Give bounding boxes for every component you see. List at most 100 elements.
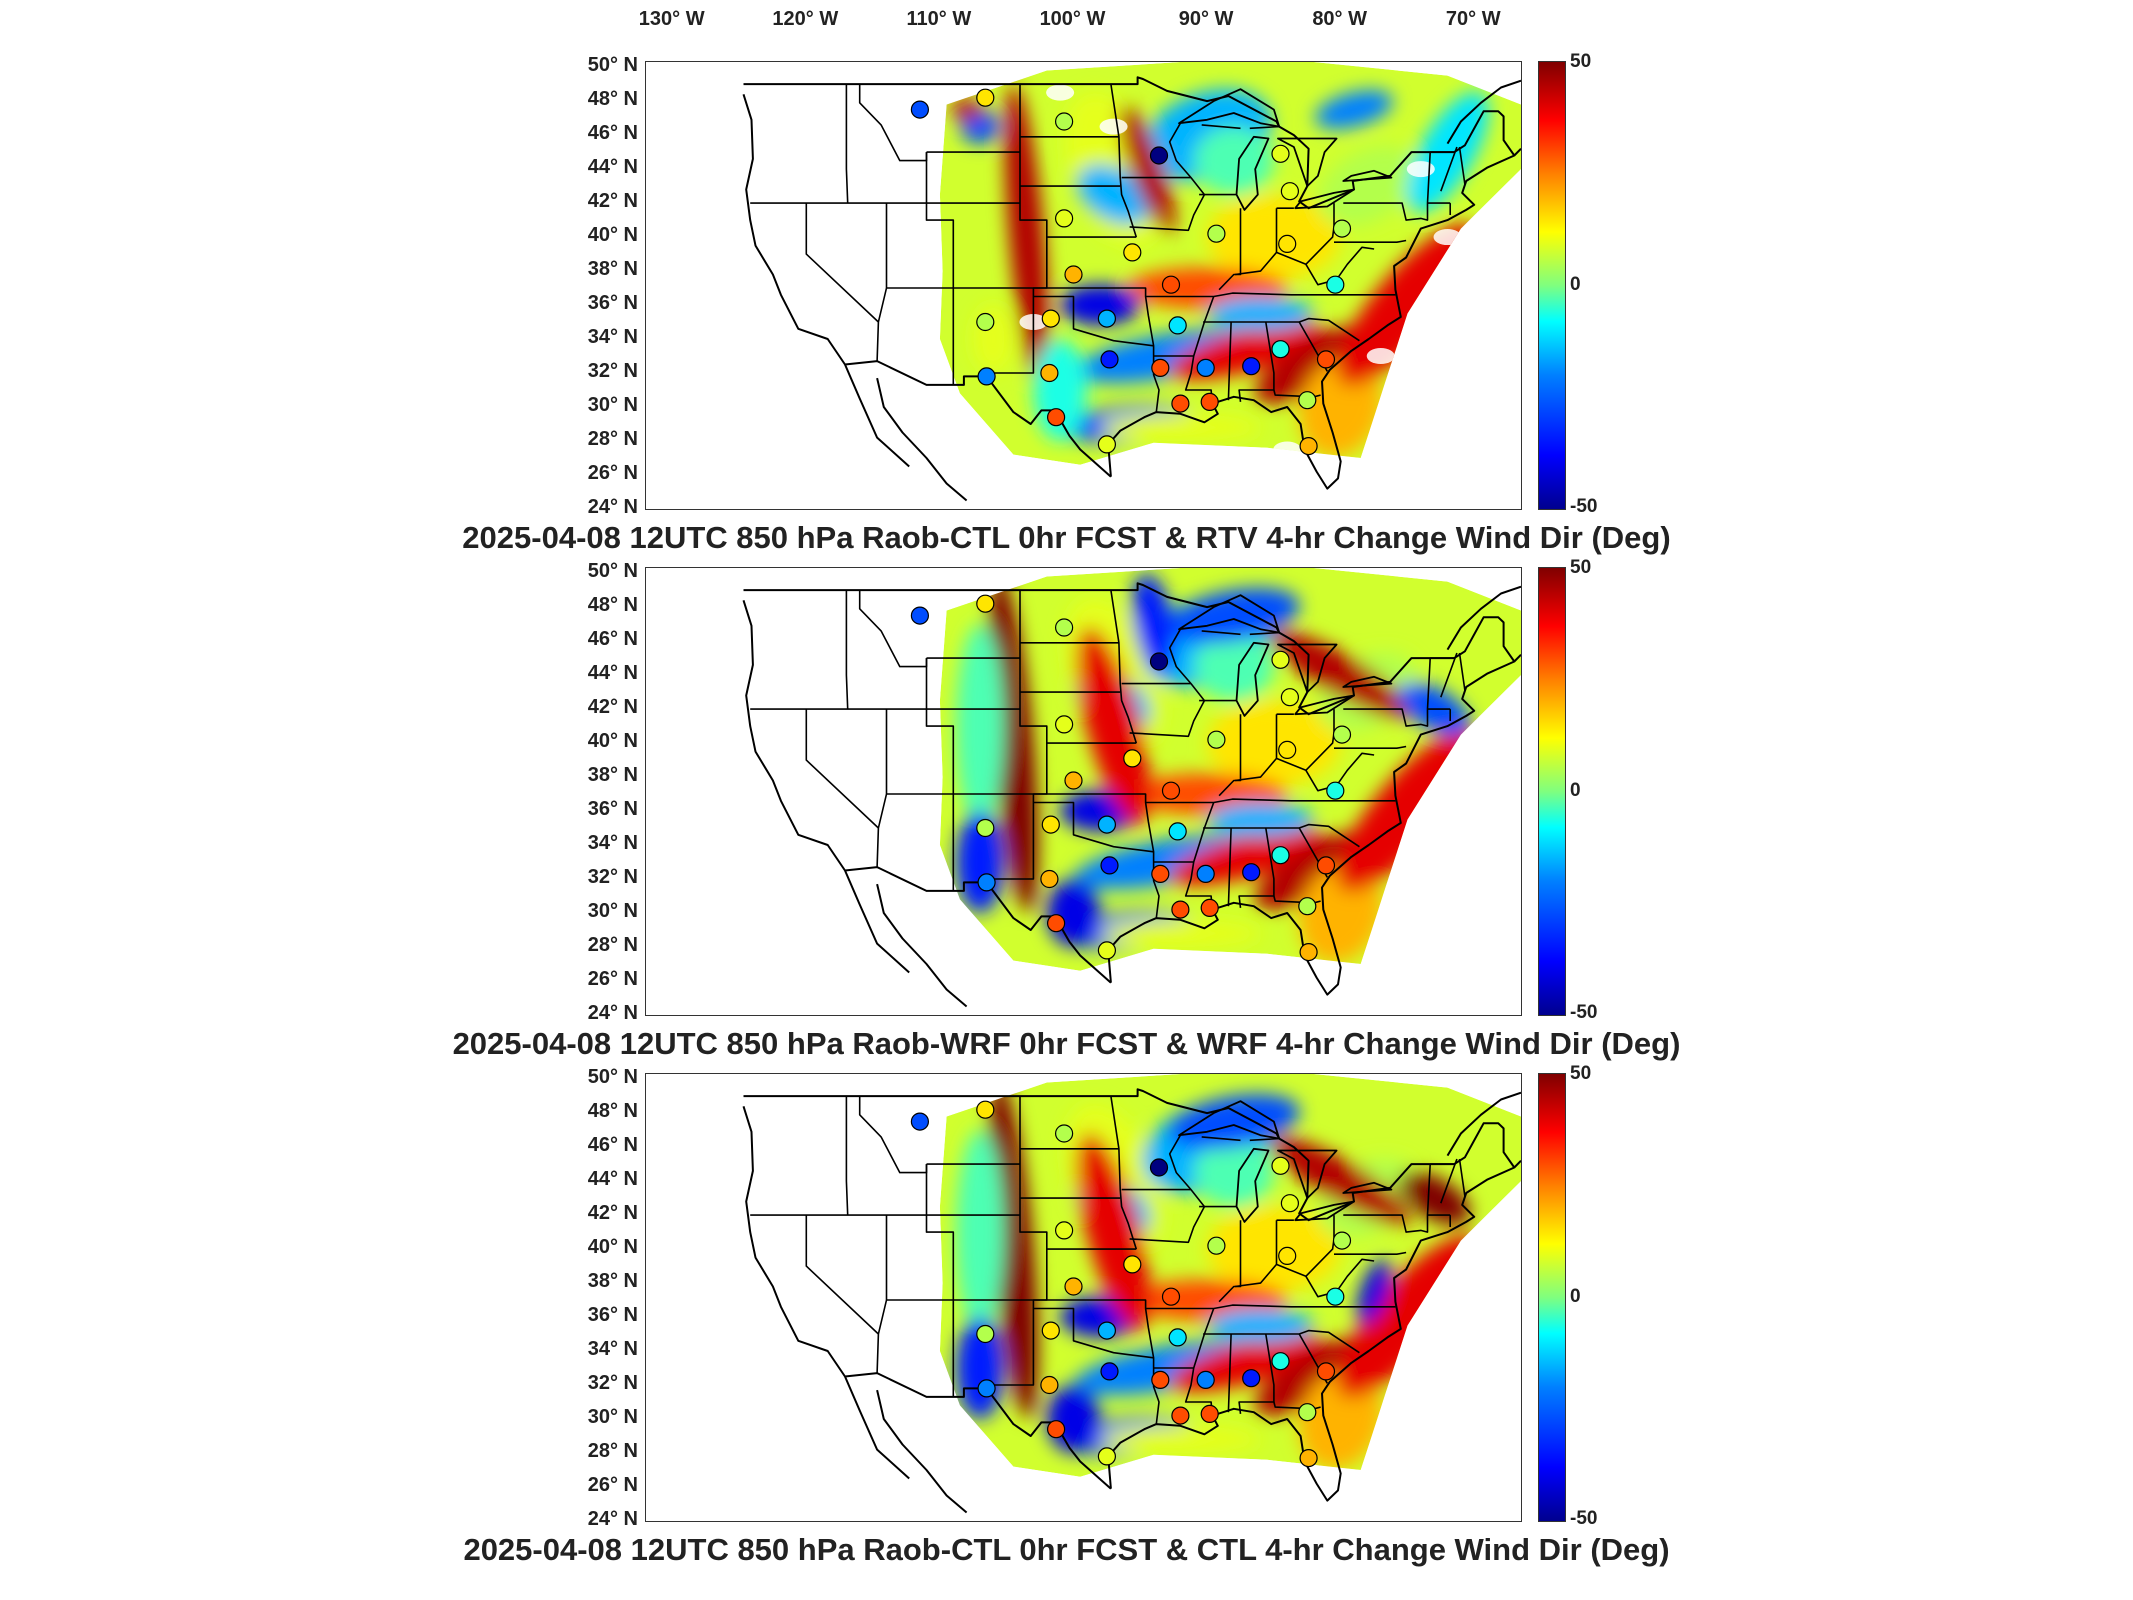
raob-station-marker <box>1041 1321 1060 1340</box>
raob-station-marker <box>976 594 995 613</box>
coastline <box>1107 1159 1521 1502</box>
state-border <box>845 1096 849 1216</box>
field-anomaly <box>1076 164 1151 225</box>
raob-station-marker <box>1168 1328 1187 1347</box>
raob-station-marker <box>1040 363 1059 383</box>
longitude-label: 100° W <box>1039 8 1106 30</box>
state-border <box>1201 630 1241 636</box>
coastline <box>876 377 968 502</box>
state-border <box>1273 895 1321 904</box>
great-lake <box>1342 675 1393 688</box>
raob-station-marker <box>1332 725 1352 744</box>
field-anomaly <box>1398 1171 1471 1225</box>
raob-station-marker <box>1041 815 1060 834</box>
field-anomaly <box>1004 84 1049 390</box>
raob-station-marker <box>1055 715 1074 734</box>
map-canvas <box>742 1074 1521 1514</box>
state-border <box>1305 1258 1375 1298</box>
field-anomaly <box>1046 879 1101 947</box>
raob-station-marker <box>1316 1362 1336 1381</box>
latitude-label: 44° N <box>587 1168 638 1191</box>
raob-station-marker <box>1151 358 1170 377</box>
latitude-label: 46° N <box>587 1134 638 1157</box>
field-anomaly <box>1356 1259 1392 1324</box>
state-border <box>805 203 879 323</box>
raob-station-marker <box>1171 394 1190 413</box>
great-lake <box>1294 1200 1355 1222</box>
raob-station-marker <box>1055 618 1074 637</box>
state-border <box>1249 1137 1280 1142</box>
latitude-label: 24° N <box>587 1002 638 1024</box>
raob-station-marker <box>976 818 995 838</box>
wind-direction-change-field <box>939 568 1521 971</box>
latitude-label: 42° N <box>587 696 638 719</box>
raob-station-marker <box>1064 265 1083 284</box>
state-border <box>925 658 955 891</box>
raob-station-marker <box>1299 1449 1318 1468</box>
state-border <box>1273 1401 1321 1410</box>
raob-station-marker <box>976 1100 995 1119</box>
raob-station-marker <box>1200 898 1219 917</box>
latitude-label: 44° N <box>587 156 638 179</box>
latitude-label: 40° N <box>587 224 638 247</box>
raob-station-marker <box>1100 1362 1119 1381</box>
raob-station-marker <box>1149 652 1169 671</box>
latitude-label: 26° N <box>587 462 638 484</box>
latitude-label: 50° N <box>587 560 638 583</box>
raob-station-marker <box>1161 781 1181 800</box>
raob-station-marker <box>1271 340 1290 359</box>
raob-station-marker <box>1332 219 1352 238</box>
field-anomaly <box>956 1130 1004 1335</box>
state-border <box>1203 823 1360 848</box>
raob-station-marker <box>1055 1221 1074 1240</box>
raob-station-marker <box>1055 1124 1074 1143</box>
raob-station-marker <box>910 100 929 119</box>
missing-data-patch <box>1046 84 1075 101</box>
state-border <box>1110 589 1138 744</box>
state-border <box>858 1096 928 1174</box>
coastline <box>1446 1091 1521 1157</box>
raob-station-marker <box>1271 144 1290 163</box>
state-border <box>1110 1095 1138 1250</box>
raob-station-marker <box>1200 1404 1219 1423</box>
raob-station-marker <box>977 873 996 892</box>
state-border <box>1033 295 1154 347</box>
raob-station-marker <box>1097 435 1116 454</box>
latitude-label: 36° N <box>587 1304 638 1327</box>
field-anomaly <box>1076 1133 1151 1331</box>
raob-station-marker <box>1161 1287 1181 1306</box>
raob-station-marker <box>1271 650 1290 669</box>
raob-station-marker <box>1047 408 1066 427</box>
geographic-boundaries <box>742 76 1521 502</box>
state-border <box>1129 628 1206 738</box>
field-anomaly <box>1207 1308 1314 1343</box>
raob-station-marker <box>1149 1158 1169 1177</box>
raob-station-marker <box>1100 350 1119 369</box>
latitude-label: 30° N <box>587 900 638 923</box>
colorbar-max-label: 50 <box>1570 1063 1592 1084</box>
latitude-label: 46° N <box>587 122 638 145</box>
coastline <box>844 1372 1112 1490</box>
longitude-label: 120° W <box>772 8 839 30</box>
geographic-boundaries <box>742 1088 1521 1514</box>
map-panel-2 <box>645 567 1522 1016</box>
panel-title-1: 2025-04-08 12UTC 850 hPa Raob-CTL 0hr FC… <box>462 520 1671 555</box>
longitude-label: 110° W <box>906 8 972 30</box>
map-panel-3 <box>645 1073 1522 1522</box>
latitude-label: 50° N <box>587 1066 638 1089</box>
raob-station-marker <box>1040 1375 1059 1395</box>
raob-station-marker <box>1278 234 1297 253</box>
state-border <box>1201 1136 1241 1142</box>
field-anomaly <box>1033 339 1087 441</box>
state-border <box>1334 745 1407 749</box>
state-border <box>858 590 928 668</box>
raob-station-marker <box>1151 1370 1170 1389</box>
great-lake <box>1342 1181 1393 1194</box>
state-border <box>1458 146 1466 185</box>
raob-station-marker <box>1097 1321 1116 1340</box>
raob-station-marker <box>1097 309 1116 328</box>
latitude-label: 28° N <box>587 1440 638 1462</box>
latitude-label: 38° N <box>587 764 638 787</box>
raob-station-marker <box>1161 275 1181 294</box>
